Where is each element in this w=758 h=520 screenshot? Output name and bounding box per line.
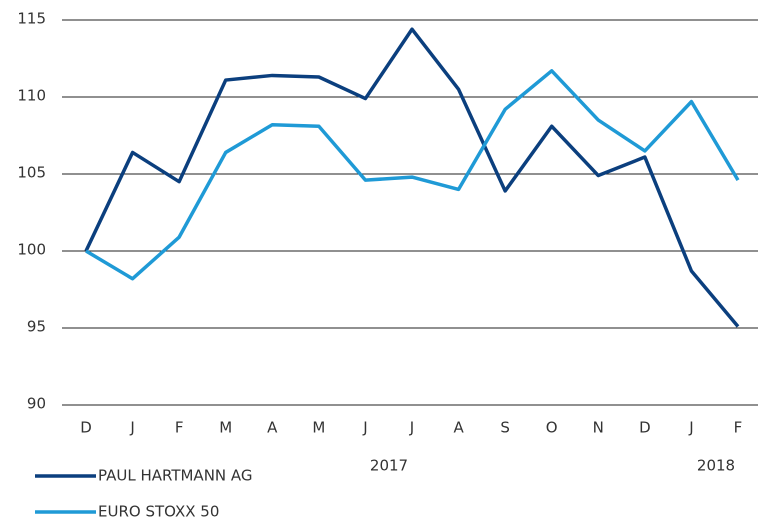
x-tick-label: S [500, 419, 510, 437]
x-tick-label: J [409, 419, 414, 437]
x-tick-label: N [593, 419, 604, 437]
x-tick-label: A [267, 419, 278, 437]
year-label: 2018 [697, 457, 735, 475]
x-tick-label: J [129, 419, 134, 437]
x-tick-label: D [639, 419, 651, 437]
x-tick-label: F [734, 419, 743, 437]
series-line [85, 69, 740, 281]
x-tick-label: O [546, 419, 558, 437]
y-tick-label: 115 [17, 10, 46, 28]
x-tick-label: F [175, 419, 184, 437]
x-tick-label: M [312, 419, 325, 437]
x-tick-label: J [362, 419, 367, 437]
year-label: 2017 [370, 457, 408, 475]
y-tick-label: 90 [27, 395, 46, 413]
x-tick-label: A [453, 419, 464, 437]
x-tick-label: D [80, 419, 92, 437]
series-line [84, 27, 740, 328]
legend-label: PAUL HARTMANN AG [98, 467, 253, 485]
y-tick-label: 105 [17, 164, 46, 182]
y-tick-label: 95 [27, 318, 46, 336]
x-tick-label: J [688, 419, 693, 437]
x-tick-label: M [219, 419, 232, 437]
y-tick-label: 100 [17, 241, 46, 259]
legend-label: EURO STOXX 50 [98, 503, 219, 520]
y-tick-label: 110 [17, 87, 46, 105]
